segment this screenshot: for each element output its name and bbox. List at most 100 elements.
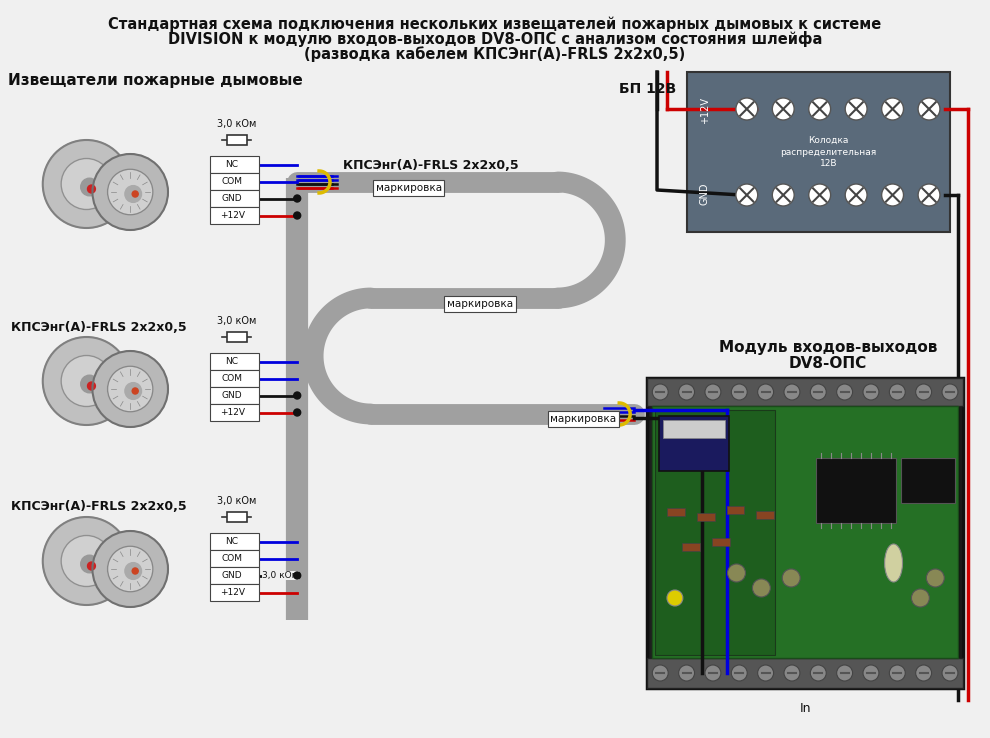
Circle shape — [133, 191, 139, 197]
Text: 3,0 кОм: 3,0 кОм — [217, 496, 256, 506]
Text: COM: COM — [222, 554, 243, 563]
Bar — [210, 387, 259, 404]
Circle shape — [757, 384, 773, 400]
Circle shape — [125, 562, 142, 579]
Text: GND: GND — [222, 391, 243, 400]
Bar — [756, 511, 774, 519]
Circle shape — [752, 579, 770, 597]
Bar — [663, 420, 725, 438]
Bar — [697, 513, 715, 521]
Text: 3,0 кОм: 3,0 кОм — [217, 119, 256, 129]
Circle shape — [918, 184, 940, 206]
Bar — [816, 458, 896, 523]
Text: +12V: +12V — [220, 211, 245, 220]
Circle shape — [125, 382, 142, 399]
Bar — [210, 353, 259, 370]
Circle shape — [882, 184, 904, 206]
Circle shape — [667, 590, 683, 606]
Circle shape — [837, 384, 852, 400]
Circle shape — [43, 140, 131, 228]
Circle shape — [705, 384, 721, 400]
Circle shape — [811, 384, 827, 400]
Text: NC: NC — [226, 537, 239, 546]
Bar — [210, 404, 259, 421]
Circle shape — [61, 159, 112, 210]
Circle shape — [889, 384, 905, 400]
Text: GND: GND — [222, 571, 243, 580]
Text: DV8-ОПС: DV8-ОПС — [789, 356, 867, 371]
Text: NC: NC — [226, 160, 239, 169]
Bar — [901, 458, 955, 503]
Bar — [727, 506, 744, 514]
Circle shape — [294, 195, 301, 202]
Circle shape — [728, 564, 745, 582]
Bar — [227, 135, 247, 145]
Bar — [210, 173, 259, 190]
Bar — [647, 378, 963, 406]
Circle shape — [927, 569, 944, 587]
Ellipse shape — [885, 544, 903, 582]
Bar — [210, 567, 259, 584]
Circle shape — [912, 589, 930, 607]
Circle shape — [811, 665, 827, 681]
Circle shape — [736, 184, 757, 206]
Text: КПСЭнг(А)-FRLS 2х2х0,5: КПСЭнг(А)-FRLS 2х2х0,5 — [11, 500, 186, 514]
Text: маркировка: маркировка — [447, 299, 513, 309]
Circle shape — [87, 382, 95, 390]
Bar — [667, 508, 685, 516]
Circle shape — [81, 555, 98, 573]
Circle shape — [294, 212, 301, 219]
Text: (разводка кабелем КПСЭнг(А)-FRLS 2х2х0,5): (разводка кабелем КПСЭнг(А)-FRLS 2х2х0,5… — [304, 46, 686, 62]
Circle shape — [916, 665, 932, 681]
Text: КПСЭнг(А)-FRLS 2х2х0,5: КПСЭнг(А)-FRLS 2х2х0,5 — [11, 320, 186, 334]
Bar — [652, 406, 958, 658]
Circle shape — [61, 356, 112, 407]
Circle shape — [942, 665, 958, 681]
Circle shape — [772, 184, 794, 206]
Circle shape — [87, 562, 95, 570]
Circle shape — [918, 98, 940, 120]
Circle shape — [863, 665, 879, 681]
Circle shape — [863, 384, 879, 400]
Circle shape — [916, 384, 932, 400]
Bar — [712, 538, 730, 546]
Text: маркировка: маркировка — [550, 414, 616, 424]
Text: 3,0 кОм: 3,0 кОм — [217, 316, 256, 326]
Circle shape — [652, 665, 668, 681]
Circle shape — [678, 665, 695, 681]
Text: COM: COM — [222, 374, 243, 383]
Bar — [210, 550, 259, 567]
Bar — [647, 658, 963, 688]
Circle shape — [87, 185, 95, 193]
Circle shape — [736, 98, 757, 120]
Bar — [210, 156, 259, 173]
Text: маркировка: маркировка — [376, 183, 442, 193]
Circle shape — [108, 169, 152, 215]
Circle shape — [43, 517, 131, 605]
Circle shape — [705, 665, 721, 681]
Text: NC: NC — [226, 357, 239, 366]
Text: +12V: +12V — [220, 588, 245, 597]
Circle shape — [43, 337, 131, 425]
Circle shape — [732, 665, 747, 681]
Bar — [655, 410, 775, 655]
Bar — [210, 207, 259, 224]
Circle shape — [889, 665, 905, 681]
Circle shape — [942, 384, 958, 400]
Text: DIVISION к модулю входов-выходов DV8-ОПС с анализом состояния шлейфа: DIVISION к модулю входов-выходов DV8-ОПС… — [168, 31, 822, 47]
Circle shape — [92, 531, 168, 607]
Text: БП 12В: БП 12В — [619, 82, 676, 96]
Circle shape — [61, 536, 112, 587]
Circle shape — [782, 569, 800, 587]
Circle shape — [294, 409, 301, 416]
Text: 3,0 кОм: 3,0 кОм — [262, 571, 299, 580]
Text: GND: GND — [700, 183, 710, 205]
Bar — [687, 72, 950, 232]
Circle shape — [81, 178, 98, 196]
Bar — [682, 543, 700, 551]
Text: Модуль входов-выходов: Модуль входов-выходов — [719, 340, 938, 355]
Circle shape — [294, 572, 301, 579]
Bar — [210, 533, 259, 550]
Circle shape — [784, 384, 800, 400]
Bar — [227, 512, 247, 522]
